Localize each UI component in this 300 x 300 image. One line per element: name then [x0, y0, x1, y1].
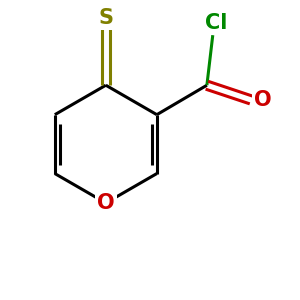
- Text: O: O: [254, 90, 272, 110]
- Text: O: O: [97, 193, 115, 213]
- Text: Cl: Cl: [205, 14, 227, 33]
- Text: S: S: [98, 8, 113, 28]
